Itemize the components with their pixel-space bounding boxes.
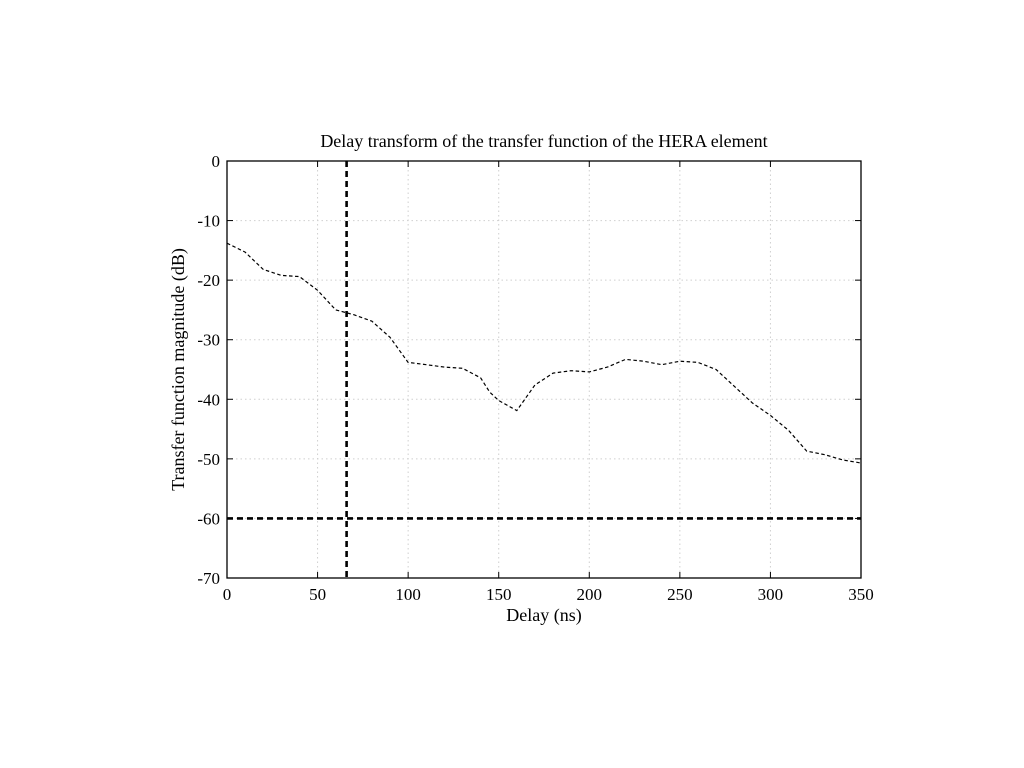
- x-tick-label: 250: [667, 585, 693, 604]
- series-layer: [226, 161, 862, 578]
- axis-ticks: 0 50 100 150 200 250 300 350 0 -10 -20 -30 -40 -50 -60…: [197, 152, 873, 604]
- y-tick-label: -50: [197, 450, 220, 469]
- y-tick-label: -40: [197, 390, 220, 409]
- y-tick-label: 0: [212, 152, 221, 171]
- y-axis-label: Transfer function magnitude (dB): [168, 248, 189, 491]
- grid: [227, 161, 861, 578]
- y-tick-label: -30: [197, 331, 220, 350]
- x-tick-label: 0: [223, 585, 232, 604]
- x-tick-label: 350: [848, 585, 874, 604]
- transfer-function-line: [226, 242, 862, 464]
- plot-frame: [226, 160, 862, 579]
- y-tick-label: -60: [197, 509, 220, 528]
- y-tick-label: -20: [197, 271, 220, 290]
- x-tick-label: 100: [395, 585, 421, 604]
- x-axis-label: Delay (ns): [506, 605, 581, 626]
- y-tick-label: -70: [197, 569, 220, 588]
- chart-title: Delay transform of the transfer function…: [320, 131, 767, 151]
- x-tick-label: 50: [309, 585, 326, 604]
- x-tick-label: 300: [758, 585, 784, 604]
- x-tick-label: 150: [486, 585, 512, 604]
- x-tick-label: 200: [577, 585, 603, 604]
- y-tick-label: -10: [197, 212, 220, 231]
